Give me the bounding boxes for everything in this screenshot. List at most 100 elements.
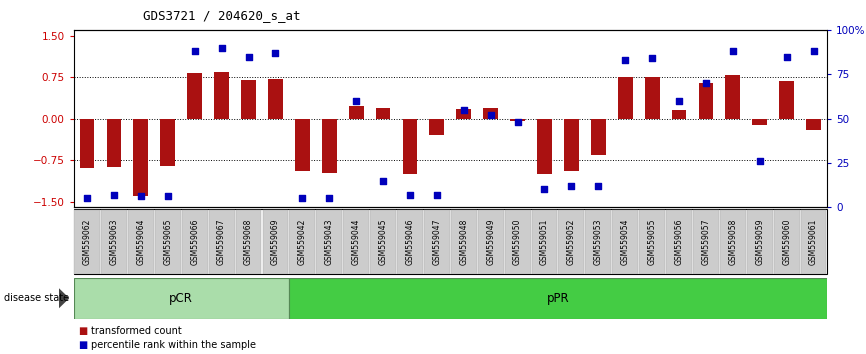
Bar: [397, 210, 423, 274]
Point: [484, 112, 498, 118]
Text: GSM559059: GSM559059: [755, 218, 765, 265]
Point: [81, 195, 94, 201]
Bar: [155, 210, 181, 274]
Text: GSM559066: GSM559066: [191, 218, 199, 265]
Bar: [107, 119, 121, 167]
Bar: [672, 110, 687, 119]
Bar: [133, 119, 148, 196]
Text: GSM559047: GSM559047: [432, 218, 442, 265]
Bar: [456, 109, 471, 119]
Bar: [370, 210, 396, 274]
Point: [376, 178, 390, 183]
Point: [726, 48, 740, 54]
Bar: [182, 210, 208, 274]
Bar: [510, 119, 525, 121]
Polygon shape: [59, 288, 69, 308]
Point: [753, 158, 766, 164]
Bar: [666, 210, 692, 274]
Text: GSM559064: GSM559064: [136, 218, 145, 265]
Text: GSM559044: GSM559044: [352, 218, 360, 265]
Point: [134, 194, 148, 199]
Point: [188, 48, 202, 54]
Text: ■: ■: [78, 340, 87, 350]
Bar: [537, 119, 552, 174]
Text: GSM559060: GSM559060: [782, 218, 792, 265]
Bar: [289, 278, 827, 319]
Bar: [564, 119, 578, 171]
Bar: [316, 210, 342, 274]
Point: [107, 192, 121, 198]
Bar: [376, 108, 391, 119]
Point: [565, 183, 578, 189]
Point: [457, 107, 471, 113]
Text: GSM559055: GSM559055: [648, 218, 656, 265]
Bar: [617, 77, 633, 119]
Text: GSM559062: GSM559062: [82, 218, 92, 265]
Bar: [322, 119, 337, 173]
Bar: [74, 278, 289, 319]
Bar: [74, 210, 100, 274]
Point: [322, 195, 336, 201]
Bar: [779, 81, 794, 119]
Text: GSM559058: GSM559058: [728, 218, 737, 265]
Point: [430, 192, 443, 198]
Bar: [726, 75, 740, 119]
Point: [511, 119, 525, 125]
Text: GSM559050: GSM559050: [513, 218, 522, 265]
Point: [779, 54, 793, 59]
Point: [699, 80, 713, 86]
Text: GDS3721 / 204620_s_at: GDS3721 / 204620_s_at: [143, 9, 301, 22]
Point: [403, 192, 417, 198]
Text: GSM559065: GSM559065: [164, 218, 172, 265]
Text: percentile rank within the sample: percentile rank within the sample: [91, 340, 256, 350]
Point: [645, 56, 659, 61]
Text: GSM559049: GSM559049: [486, 218, 495, 265]
Bar: [451, 210, 476, 274]
Point: [215, 45, 229, 51]
Bar: [262, 210, 288, 274]
Bar: [478, 210, 504, 274]
Bar: [430, 119, 444, 135]
Bar: [160, 119, 175, 166]
Bar: [644, 77, 660, 119]
Text: pPR: pPR: [546, 292, 569, 305]
Point: [349, 98, 363, 104]
Bar: [241, 80, 256, 119]
Point: [806, 48, 820, 54]
Text: GSM559061: GSM559061: [809, 218, 818, 265]
Text: pCR: pCR: [170, 292, 193, 305]
Bar: [639, 210, 665, 274]
Bar: [720, 210, 746, 274]
Bar: [806, 119, 821, 130]
Text: disease state: disease state: [4, 293, 69, 303]
Bar: [801, 210, 826, 274]
Text: GSM559051: GSM559051: [540, 218, 549, 265]
Point: [268, 50, 282, 56]
Bar: [289, 210, 315, 274]
Bar: [349, 107, 364, 119]
Text: GSM559063: GSM559063: [109, 218, 119, 265]
Bar: [483, 108, 498, 119]
Bar: [505, 210, 531, 274]
Point: [161, 194, 175, 199]
Bar: [268, 79, 283, 119]
Text: GSM559048: GSM559048: [459, 218, 469, 265]
Text: GSM559043: GSM559043: [325, 218, 333, 265]
Bar: [101, 210, 127, 274]
Bar: [403, 119, 417, 174]
Text: GSM559057: GSM559057: [701, 218, 710, 265]
Bar: [753, 119, 767, 125]
Bar: [591, 119, 605, 155]
Text: GSM559056: GSM559056: [675, 218, 683, 265]
Text: GSM559068: GSM559068: [244, 218, 253, 265]
Text: ■: ■: [78, 326, 87, 336]
Bar: [693, 210, 719, 274]
Text: GSM559046: GSM559046: [405, 218, 415, 265]
Text: GSM559045: GSM559045: [378, 218, 388, 265]
Text: GSM559053: GSM559053: [594, 218, 603, 265]
Bar: [612, 210, 638, 274]
Text: GSM559054: GSM559054: [621, 218, 630, 265]
Bar: [209, 210, 235, 274]
Text: transformed count: transformed count: [91, 326, 182, 336]
Bar: [295, 119, 310, 171]
